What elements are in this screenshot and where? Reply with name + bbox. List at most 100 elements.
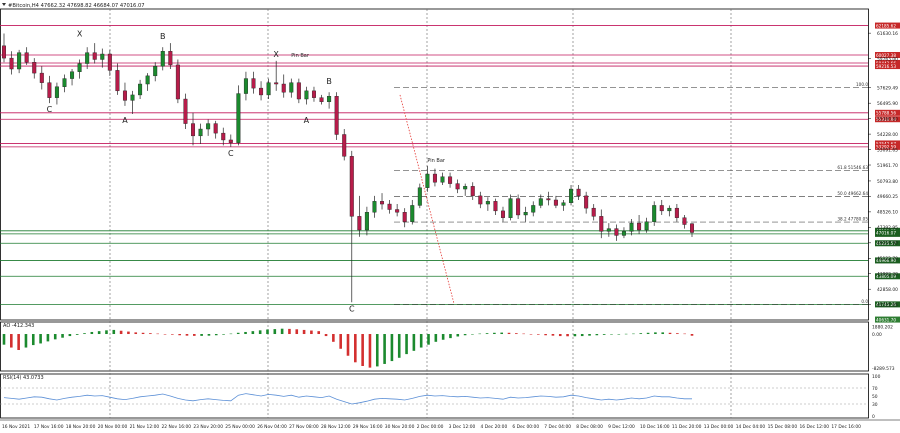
fib-label-3: 38.2 47780.05 [837, 217, 868, 222]
support-5-tag [875, 301, 900, 308]
time-label-23: 14 Dec 04:00 [736, 424, 766, 430]
candle-32 [243, 78, 248, 94]
ao-bar-91 [668, 332, 672, 335]
ao-bar-65 [478, 333, 482, 335]
candle-51 [387, 203, 392, 210]
ao-bar-56 [412, 334, 416, 351]
resistance-1-tag [875, 52, 900, 59]
annotation-2: X [273, 50, 279, 59]
candle-16 [122, 90, 127, 101]
ao-bar-60 [441, 334, 445, 340]
ao-bar-89 [654, 332, 657, 335]
candle-34 [259, 87, 264, 96]
candle-36 [274, 82, 279, 85]
ao-bar-13 [97, 331, 101, 335]
current-price-tag [875, 229, 900, 236]
candle-20 [153, 66, 158, 77]
ao-bar-52 [383, 334, 386, 364]
candle-7 [54, 86, 59, 98]
ao-bar-10 [75, 334, 79, 335]
ao-bar-93 [683, 333, 686, 335]
ao-bar-51 [375, 334, 379, 367]
ao-bar-2 [17, 334, 20, 351]
resistance-3-tag-label: 59216.53 [876, 64, 896, 69]
candle-69 [523, 212, 528, 216]
pattern-annotations: X B X Pin Bar B C A C A C Pin Bar [47, 29, 446, 313]
candle-57 [432, 173, 437, 183]
ao-bar-14 [105, 330, 108, 335]
resistance-4-tag [875, 109, 900, 116]
candle-15 [115, 70, 120, 92]
candle-61 [463, 186, 468, 190]
candle-40 [304, 90, 309, 100]
time-label-3: 20 Nov 00:00 [98, 424, 128, 430]
vertical-grid [109, 9, 732, 418]
ao-bar-12 [90, 331, 94, 335]
collapse-icon[interactable] [2, 3, 6, 6]
ao-bar-25 [185, 334, 189, 336]
candle-43 [327, 96, 332, 102]
ao-tick-0: 1880.202 [872, 324, 893, 330]
candle-19 [145, 75, 150, 85]
ao-bar-43 [317, 331, 321, 335]
time-label-21: 11 Dec 20:00 [672, 424, 702, 430]
ao-tick-2: -8289.573 [872, 366, 895, 372]
ao-bar-66 [485, 333, 489, 335]
candle-4 [32, 61, 37, 74]
ao-bar-4 [31, 334, 35, 346]
candle-46 [349, 156, 354, 217]
ao-bar-38 [280, 328, 284, 335]
ao-bar-15 [112, 329, 116, 335]
candle-3 [24, 52, 29, 63]
price-tick-12: 47392.95 [877, 225, 898, 231]
rsi-tick-3: 30 [872, 402, 878, 408]
ao-bar-17 [127, 331, 130, 335]
ao-bar-69 [507, 332, 511, 335]
ao-bar-62 [456, 334, 460, 337]
ao-bar-23 [171, 334, 174, 335]
candle-42 [319, 97, 324, 102]
candle-86 [652, 205, 657, 222]
price-tick-3: 57629.49 [877, 86, 898, 92]
ao-title: AO -412.343 [3, 323, 34, 329]
candle-6 [47, 82, 52, 98]
ao-bar-22 [163, 334, 167, 335]
ao-bar-90 [661, 332, 665, 335]
resistance-3-tag [875, 63, 900, 70]
rsi-tick-2: 50 [872, 394, 878, 400]
ao-bar-86 [632, 333, 635, 335]
candle-71 [538, 198, 543, 206]
price-tick-1: 61630.16 [877, 31, 898, 37]
ao-bar-32 [236, 332, 240, 335]
annotation-10: Pin Bar [427, 158, 446, 164]
ao-bar-84 [617, 334, 621, 335]
current-price-tag-label: 47016.07 [876, 230, 896, 235]
candle-38 [289, 82, 294, 93]
resistance-0-tag [875, 22, 900, 29]
ao-bar-83 [610, 334, 613, 335]
candle-62 [470, 186, 475, 197]
ao-bar-7 [53, 334, 57, 340]
time-label-22: 13 Dec 00:00 [704, 424, 734, 430]
price-tick-17: 41721.65 [877, 303, 898, 309]
ao-bar-94 [690, 334, 694, 336]
ao-bar-46 [339, 334, 342, 349]
candle-45 [342, 134, 347, 157]
rsi-line [3, 393, 692, 405]
price-tick-13: 46257.30 [877, 241, 898, 247]
candle-88 [667, 207, 672, 212]
time-label-14: 3 Dec 12:00 [449, 424, 476, 430]
ao-bar-9 [68, 334, 72, 337]
candle-14 [107, 53, 112, 71]
resistance-6-tag-label: 53542.67 [876, 141, 896, 146]
annotation-5: C [47, 105, 53, 114]
candle-65 [493, 201, 498, 212]
ao-bar-20 [149, 333, 152, 335]
ao-bar-68 [500, 332, 504, 335]
annotation-9: C [349, 304, 355, 313]
price-tick-10: 49660.25 [877, 194, 898, 200]
candle-2 [17, 52, 22, 70]
price-tick-11: 48526.10 [877, 210, 898, 216]
time-label-11: 29 Nov 16:00 [353, 424, 383, 430]
ao-bar-77 [566, 334, 569, 337]
